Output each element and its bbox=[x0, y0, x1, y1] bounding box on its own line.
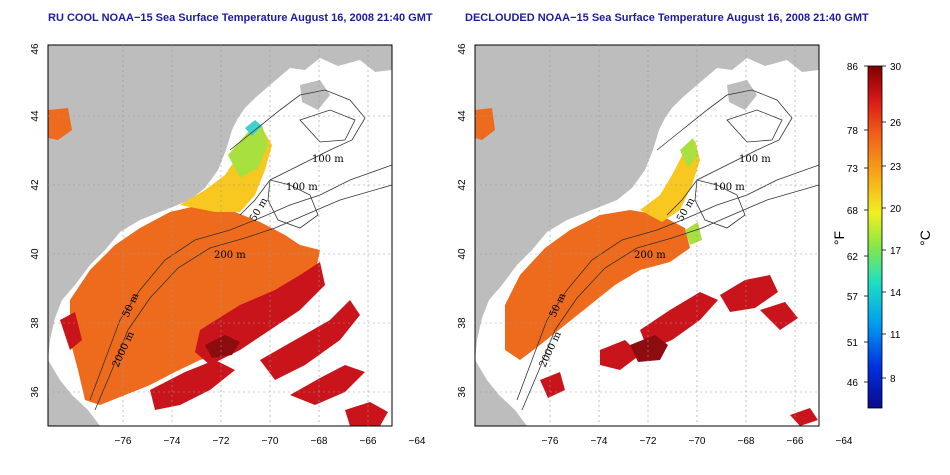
lat-tick-label: 38 bbox=[457, 317, 468, 329]
map-title-right: DECLOUDED NOAA−15 Sea Surface Temperatur… bbox=[465, 12, 869, 24]
lon-tick-label: −76 bbox=[115, 436, 132, 447]
celsius-tick: 20 bbox=[890, 204, 902, 215]
lat-tick-label: 46 bbox=[30, 43, 41, 55]
lon-tick-label: −72 bbox=[640, 436, 657, 447]
lon-axis-right: −76 −74 −72 −70 −68 −66 −64 bbox=[542, 436, 853, 447]
lat-tick-label: 36 bbox=[30, 386, 41, 398]
lon-tick-label: −74 bbox=[591, 436, 608, 447]
map-title-left: RU COOL NOAA−15 Sea Surface Temperature … bbox=[48, 12, 433, 24]
lat-tick-label: 44 bbox=[30, 110, 41, 122]
warm-water-region bbox=[70, 205, 320, 405]
hot-water-filaments bbox=[540, 275, 818, 426]
lon-tick-label: −76 bbox=[542, 436, 559, 447]
fahrenheit-tick: 57 bbox=[847, 292, 859, 303]
fahrenheit-unit-label: °F bbox=[831, 231, 847, 245]
celsius-tick: 8 bbox=[890, 374, 896, 385]
land-mass bbox=[475, 45, 819, 360]
lat-tick-label: 40 bbox=[30, 248, 41, 260]
map-panel-right: 100 m 100 m 50 m 200 m 50 m 2000 m −76 −… bbox=[457, 43, 853, 447]
celsius-tick: 26 bbox=[890, 118, 902, 129]
lon-tick-label: −68 bbox=[738, 436, 755, 447]
celsius-tick: 23 bbox=[890, 162, 902, 173]
lat-axis-left: 36 38 40 42 44 46 bbox=[30, 43, 41, 398]
fahrenheit-tick: 73 bbox=[847, 164, 859, 175]
fahrenheit-tick: 68 bbox=[847, 206, 859, 217]
warm-water-region bbox=[505, 210, 690, 360]
lat-tick-label: 42 bbox=[30, 179, 41, 191]
bathymetry-contours bbox=[89, 89, 392, 411]
map-panel-left: 100 m 100 m 50 m 200 m 50 m 2000 m −76 −… bbox=[30, 43, 426, 447]
lat-tick-label: 36 bbox=[457, 386, 468, 398]
celsius-tick: 11 bbox=[890, 330, 901, 341]
lat-tick-label: 42 bbox=[457, 179, 468, 191]
fahrenheit-tick: 62 bbox=[847, 252, 859, 263]
lon-tick-label: −64 bbox=[836, 436, 853, 447]
lon-axis-left: −76 −74 −72 −70 −68 −66 −64 bbox=[115, 436, 426, 447]
fahrenheit-tick: 78 bbox=[847, 126, 859, 137]
celsius-tick: 17 bbox=[890, 246, 902, 257]
celsius-tick: 30 bbox=[890, 62, 902, 73]
celsius-tick: 14 bbox=[890, 288, 902, 299]
lon-tick-label: −70 bbox=[262, 436, 279, 447]
celsius-unit-label: °C bbox=[917, 230, 933, 246]
lon-tick-label: −70 bbox=[689, 436, 706, 447]
lat-tick-label: 46 bbox=[457, 43, 468, 55]
contour-label: 100 m bbox=[286, 182, 318, 193]
lon-tick-label: −68 bbox=[311, 436, 328, 447]
fahrenheit-tick: 86 bbox=[847, 62, 859, 73]
land-mass bbox=[48, 45, 392, 360]
lon-tick-label: −74 bbox=[164, 436, 181, 447]
contour-label: 100 m bbox=[312, 154, 344, 165]
contour-label: 200 m bbox=[634, 250, 666, 261]
lat-tick-label: 40 bbox=[457, 248, 468, 260]
contour-label: 100 m bbox=[713, 182, 745, 193]
fahrenheit-tick: 51 bbox=[847, 338, 859, 349]
lon-tick-label: −66 bbox=[360, 436, 377, 447]
contour-label: 200 m bbox=[214, 250, 246, 261]
lon-tick-label: −72 bbox=[213, 436, 230, 447]
lat-axis-right: 36 38 40 42 44 46 bbox=[457, 43, 468, 398]
contour-label: 100 m bbox=[739, 154, 771, 165]
lat-tick-label: 38 bbox=[30, 317, 41, 329]
temperature-colorbar: 86 78 73 68 62 57 51 46 30 26 23 20 17 1… bbox=[831, 62, 933, 409]
lon-tick-label: −64 bbox=[409, 436, 426, 447]
fahrenheit-tick: 46 bbox=[847, 378, 859, 389]
bathymetry-contours bbox=[516, 89, 819, 411]
lon-tick-label: −66 bbox=[787, 436, 804, 447]
lat-tick-label: 44 bbox=[457, 110, 468, 122]
